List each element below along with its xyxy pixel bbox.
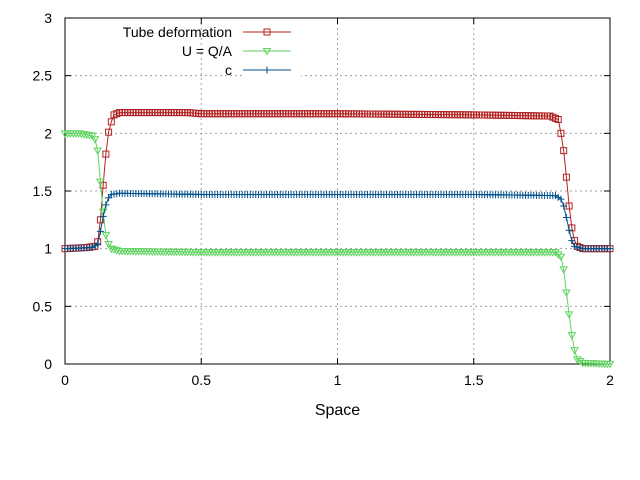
series-group	[60, 109, 615, 369]
data-point	[94, 240, 102, 248]
data-point	[109, 246, 119, 254]
data-point	[570, 347, 579, 355]
y-tick-label: 2	[44, 125, 52, 141]
data-point	[551, 249, 560, 257]
data-point	[562, 214, 570, 222]
data-point	[90, 136, 100, 144]
legend-label: c	[225, 62, 232, 78]
data-point	[93, 147, 103, 156]
data-point	[557, 195, 565, 203]
data-point	[554, 115, 562, 123]
y-tick-label: 1.5	[33, 183, 53, 199]
y-tick-label: 1	[44, 241, 52, 257]
data-point	[102, 201, 110, 209]
series-2	[60, 130, 615, 369]
data-point	[106, 245, 116, 254]
legend-marker	[263, 66, 271, 74]
data-point	[101, 231, 111, 240]
series-3	[61, 189, 614, 253]
data-point	[565, 226, 573, 234]
x-tick-label: 1.5	[464, 372, 484, 388]
legend: Tube deformation U = Q/A c	[123, 20, 301, 84]
data-point	[606, 245, 614, 253]
data-point	[553, 251, 563, 259]
x-tick-label: 1	[334, 372, 342, 388]
y-tick-label: 0.5	[33, 298, 53, 314]
axis-ticks: 0 0.5 1 1.5 2 0 0.5 1 1.5 2 2.5 3	[33, 10, 615, 388]
x-tick-label: 0	[61, 372, 69, 388]
data-point	[560, 147, 568, 155]
data-point	[557, 129, 565, 137]
data-point	[567, 332, 577, 340]
y-tick-label: 2.5	[33, 68, 53, 84]
series-line	[64, 192, 610, 250]
data-point	[559, 266, 569, 274]
x-tick-label: 2	[606, 372, 614, 388]
data-point	[562, 289, 571, 297]
data-point	[104, 241, 113, 249]
series-1	[61, 109, 614, 253]
data-point	[98, 208, 108, 217]
data-point	[568, 237, 576, 245]
legend-marker	[263, 28, 271, 36]
data-point	[102, 150, 110, 158]
legend-marker	[262, 48, 272, 56]
data-point	[107, 118, 115, 126]
data-point	[96, 178, 105, 187]
legend-background	[243, 20, 301, 84]
data-point	[105, 128, 113, 136]
data-point	[564, 311, 574, 319]
y-tick-label: 0	[44, 356, 52, 372]
legend-entry: U = Q/A	[182, 43, 291, 59]
data-point	[575, 358, 585, 366]
data-point	[556, 253, 566, 262]
data-point	[605, 361, 615, 369]
x-tick-label: 0.5	[192, 372, 212, 388]
data-point	[96, 227, 104, 235]
data-point	[560, 202, 568, 210]
legend-label: U = Q/A	[182, 43, 233, 59]
legend-label: Tube deformation	[123, 24, 232, 40]
data-point	[112, 247, 122, 255]
y-tick-label: 3	[44, 10, 52, 26]
legend-entry: c	[225, 62, 291, 78]
legend-entry: Tube deformation	[123, 24, 291, 40]
data-point	[562, 173, 570, 181]
x-axis-title: Space	[315, 402, 360, 419]
data-point	[99, 212, 107, 220]
